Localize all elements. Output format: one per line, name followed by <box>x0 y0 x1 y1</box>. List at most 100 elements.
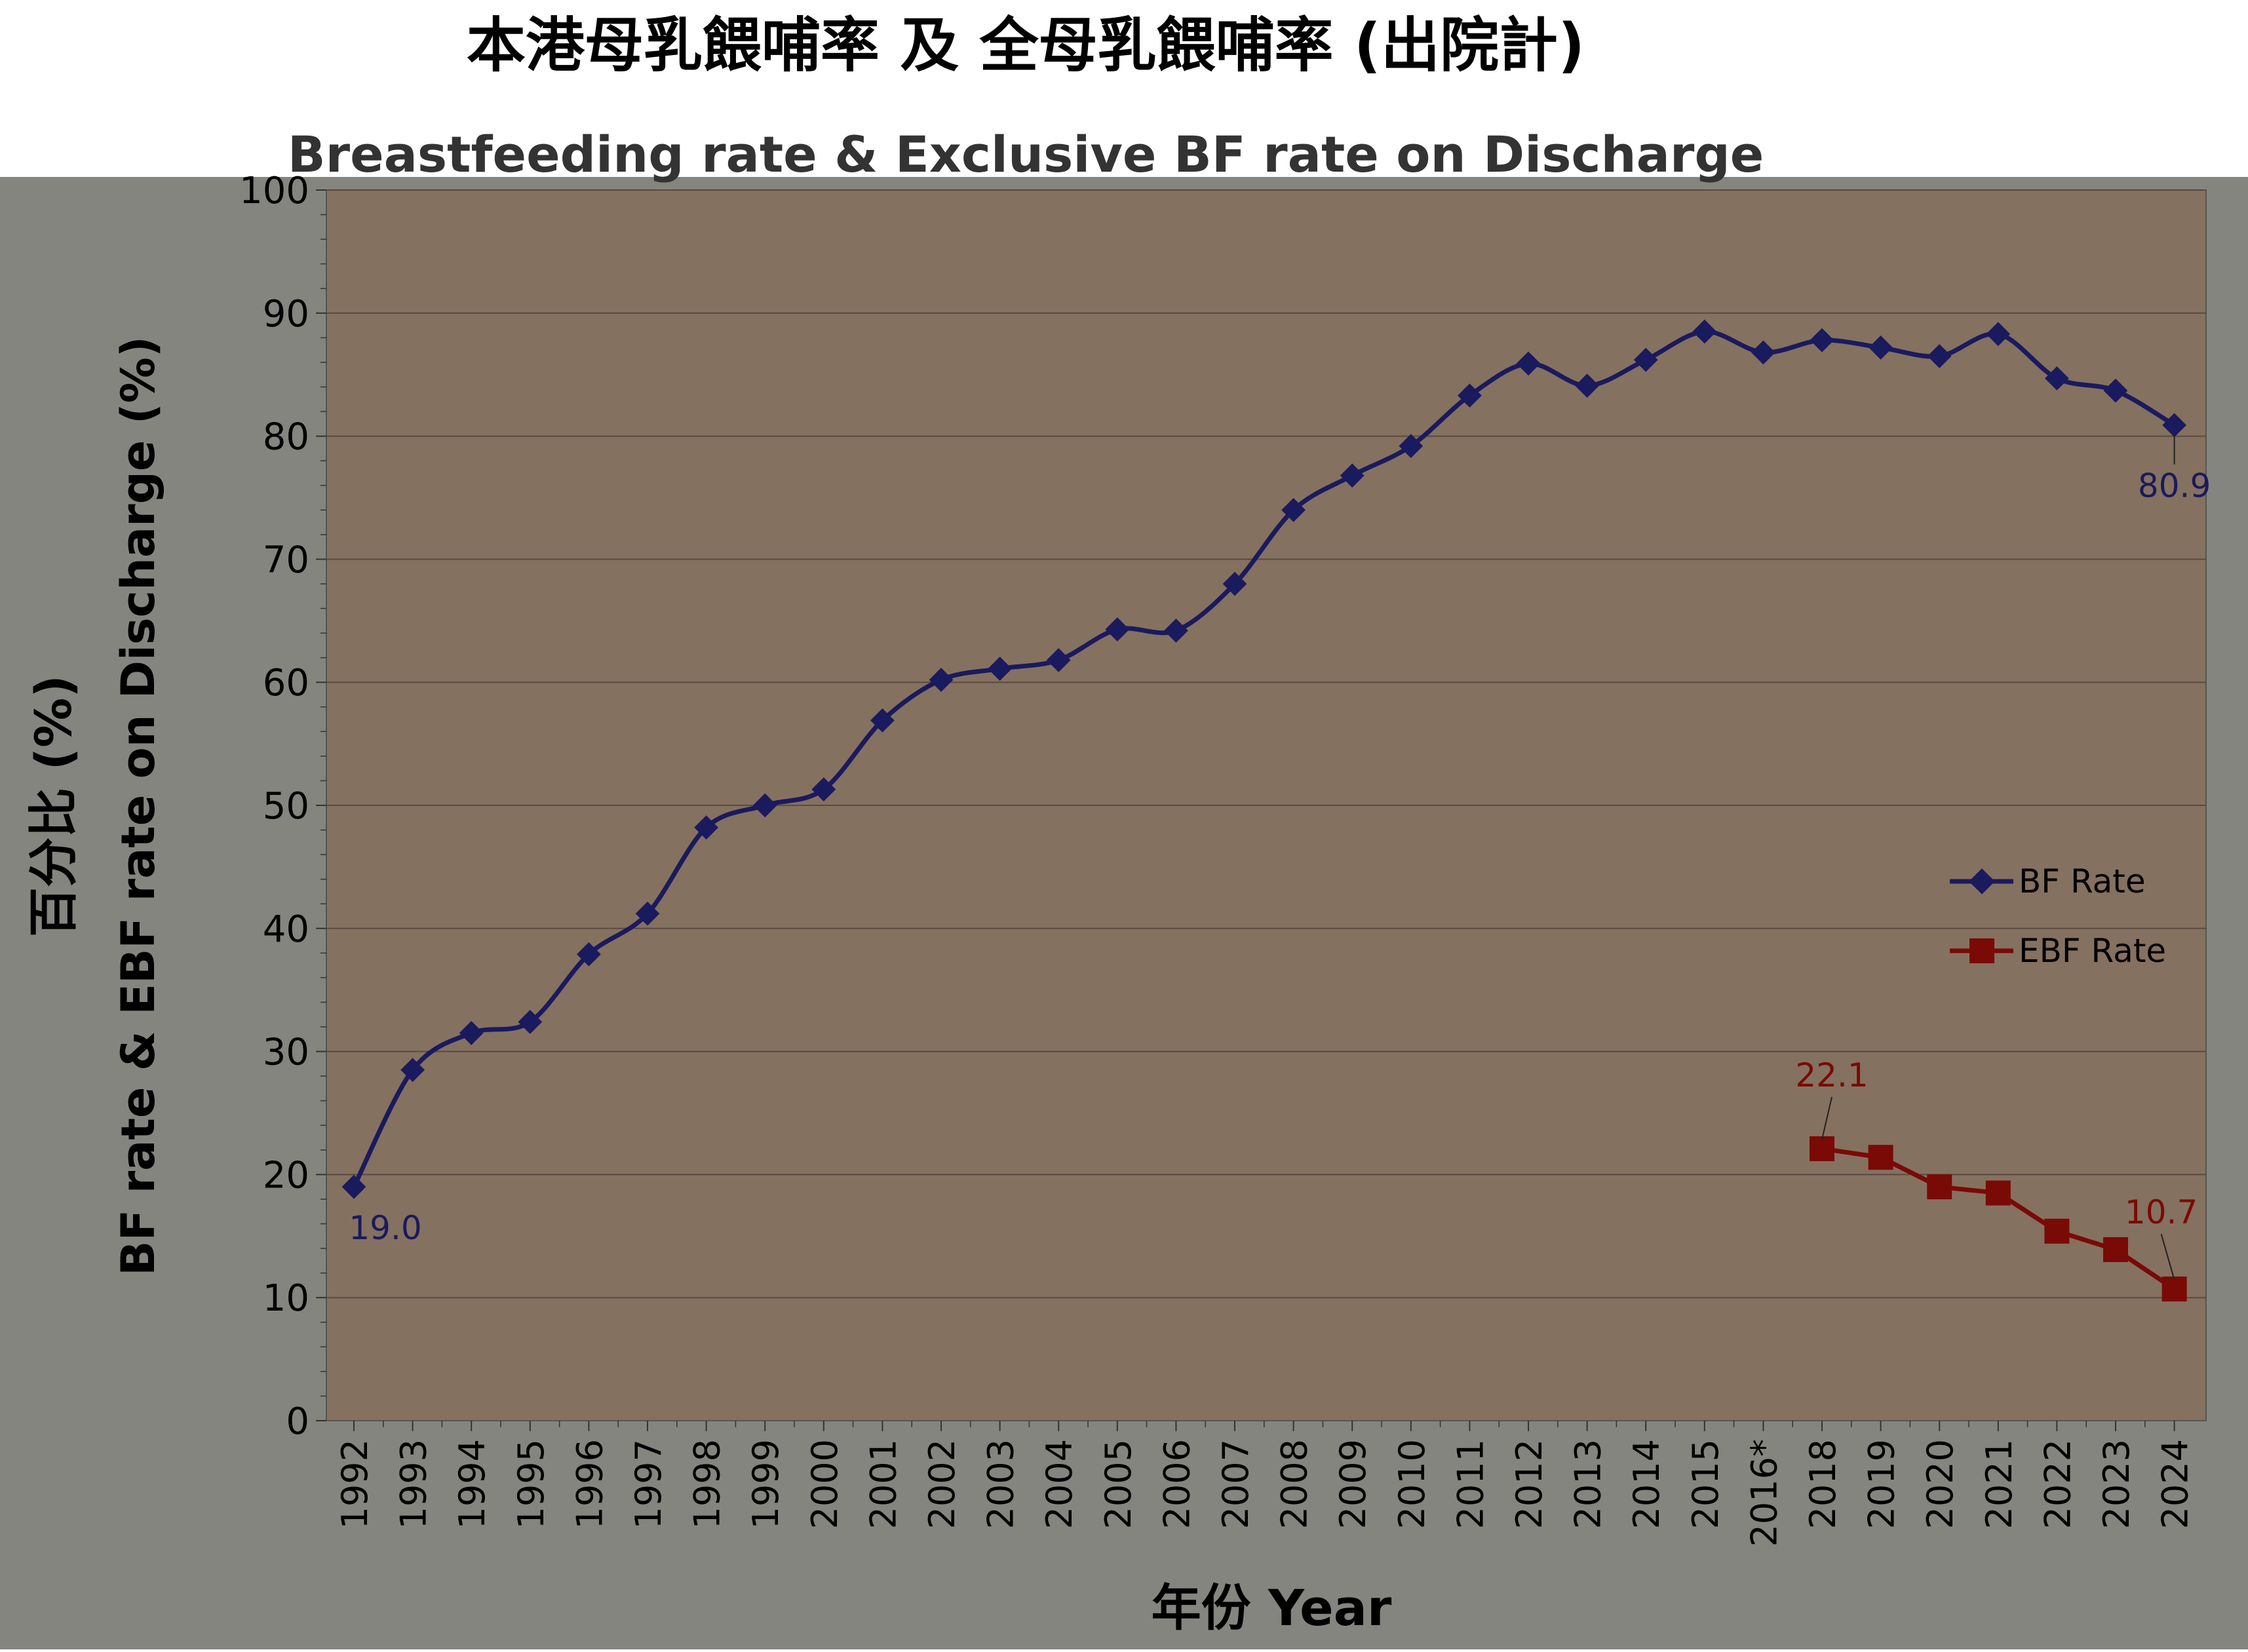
data-label-leader <box>2160 1233 2175 1280</box>
x-tick-label: 2012 <box>1509 1439 1550 1529</box>
axes <box>316 189 2175 1431</box>
y-tick-label: 80 <box>263 416 309 459</box>
bf-rate-point <box>1633 347 1658 372</box>
x-tick-label: 2007 <box>1215 1439 1256 1529</box>
bf-rate-point <box>341 1174 366 1199</box>
y-tick-label: 70 <box>263 539 309 581</box>
x-tick-label: 2003 <box>980 1439 1022 1529</box>
x-tick-label: 1994 <box>452 1439 493 1529</box>
ebf-rate-point <box>1985 1180 2011 1206</box>
bf-rate-point <box>811 777 836 801</box>
x-tick-label: 1997 <box>628 1439 669 1529</box>
bf-rate-point <box>1869 335 1893 360</box>
data-label: 19.0 <box>349 1209 421 1247</box>
x-tick-label: 1992 <box>334 1439 376 1529</box>
x-tick-label: 2008 <box>1274 1439 1315 1529</box>
ebf-rate-point <box>2161 1277 2187 1302</box>
x-tick-label: 2024 <box>2155 1439 2196 1529</box>
y-tick-labels: 0 10 20 30 40 50 60 70 80 90 100 <box>239 170 309 1443</box>
ebf-rate-point <box>2044 1218 2070 1244</box>
bf-rate-point <box>2103 378 2128 403</box>
x-tick-label: 2018 <box>1802 1439 1844 1529</box>
x-axis-label: 年份 Year <box>1152 1579 1392 1637</box>
series-line-bf <box>351 329 2176 1188</box>
x-tick-label: 2010 <box>1391 1439 1433 1529</box>
y-tick-label: 100 <box>239 170 309 212</box>
x-tick-label: 2011 <box>1450 1439 1491 1529</box>
x-tick-label: 2001 <box>862 1439 904 1529</box>
x-tick-labels: 1992 1993 1994 1995 1996 1997 1998 1999 2000 2001… <box>334 1439 2196 1546</box>
x-tick-label: 1996 <box>569 1439 610 1529</box>
x-tick-label: 2019 <box>1861 1439 1903 1529</box>
y-tick-label: 20 <box>263 1154 309 1197</box>
x-tick-label: 2021 <box>1979 1439 2020 1529</box>
x-tick-label: 2009 <box>1332 1439 1374 1529</box>
bf-rate-point <box>1281 497 1306 522</box>
data-label-leader <box>1821 1096 1832 1140</box>
bf-rate-point <box>870 708 895 733</box>
x-tick-label: 2014 <box>1626 1439 1667 1529</box>
bf-rate-point <box>1046 648 1071 672</box>
ebf-rate-point <box>1927 1174 1952 1200</box>
y-axis-label-en: BF rate & EBF rate on Discharge (%) <box>111 336 165 1276</box>
x-tick-label: 2000 <box>804 1439 845 1529</box>
bf-rate-point <box>988 657 1012 681</box>
bf-rate-point <box>929 668 954 692</box>
x-tick-label: 2002 <box>921 1439 963 1529</box>
ebf-rate-point <box>1868 1145 1893 1170</box>
x-tick-label: 2013 <box>1568 1439 1609 1529</box>
bf-rate-point <box>635 901 660 926</box>
bf-rate-point <box>1399 434 1424 459</box>
legend-marker-bf <box>1969 868 1995 894</box>
bf-rate-point <box>518 1010 543 1034</box>
bf-rate-point <box>1105 617 1130 642</box>
data-label: 80.9 <box>2138 467 2211 505</box>
legend-label-ebf: EBF Rate <box>2019 932 2166 970</box>
bf-rate-point <box>1340 463 1365 488</box>
x-tick-label: 2023 <box>2096 1439 2137 1529</box>
x-tick-label: 1999 <box>745 1439 786 1529</box>
chart-title: 本港母乳餵哺率 及 全母乳餵哺率 (出院計) <box>467 11 1585 80</box>
bf-rate-point <box>1751 340 1775 365</box>
bf-rate-point <box>1164 618 1188 643</box>
y-tick-label: 90 <box>263 293 309 336</box>
y-axis-label-zh: 百分比 (%) <box>24 675 83 937</box>
chart-subtitle: Breastfeeding rate & Exclusive BF rate o… <box>288 125 1764 183</box>
x-tick-label: 2006 <box>1156 1439 1197 1529</box>
bf-rate-point <box>1575 374 1599 398</box>
bf-rate-point <box>2162 413 2186 438</box>
bf-rate-point <box>752 793 777 818</box>
y-tick-label: 30 <box>263 1031 309 1074</box>
legend: BF Rate EBF Rate <box>1950 862 2166 970</box>
bf-rate-point <box>1458 383 1482 408</box>
gridlines <box>326 189 2206 1299</box>
bf-rate-point <box>1986 322 2011 347</box>
data-label: 22.1 <box>1795 1056 1868 1094</box>
bf-rate-point <box>577 942 601 967</box>
x-tick-label: 2016* <box>1743 1439 1785 1546</box>
x-tick-label: 2005 <box>1098 1439 1139 1529</box>
ebf-rate-point <box>2103 1237 2128 1262</box>
legend-label-bf: BF Rate <box>2019 862 2146 900</box>
bf-rate-point <box>459 1021 484 1045</box>
y-tick-label: 40 <box>263 908 309 951</box>
bf-rate-point <box>400 1058 425 1083</box>
y-tick-label: 60 <box>263 662 309 704</box>
x-tick-label: 2022 <box>2037 1439 2078 1529</box>
ebf-rate-point <box>1810 1136 1834 1161</box>
bf-rate-point <box>694 815 718 840</box>
bf-rate-point <box>1516 351 1541 376</box>
legend-marker-ebf <box>1969 938 1994 963</box>
data-label: 10.7 <box>2125 1193 2198 1231</box>
x-tick-label: 1995 <box>511 1439 552 1529</box>
y-tick-label: 10 <box>263 1277 309 1320</box>
y-tick-label: 50 <box>263 785 309 828</box>
x-tick-label: 2015 <box>1685 1439 1726 1529</box>
y-tick-label: 0 <box>286 1400 309 1443</box>
bf-rate-point <box>1222 571 1247 596</box>
bf-rate-point <box>1927 344 1952 368</box>
x-tick-label: 2020 <box>1920 1439 1961 1529</box>
x-tick-label: 1998 <box>687 1439 728 1529</box>
